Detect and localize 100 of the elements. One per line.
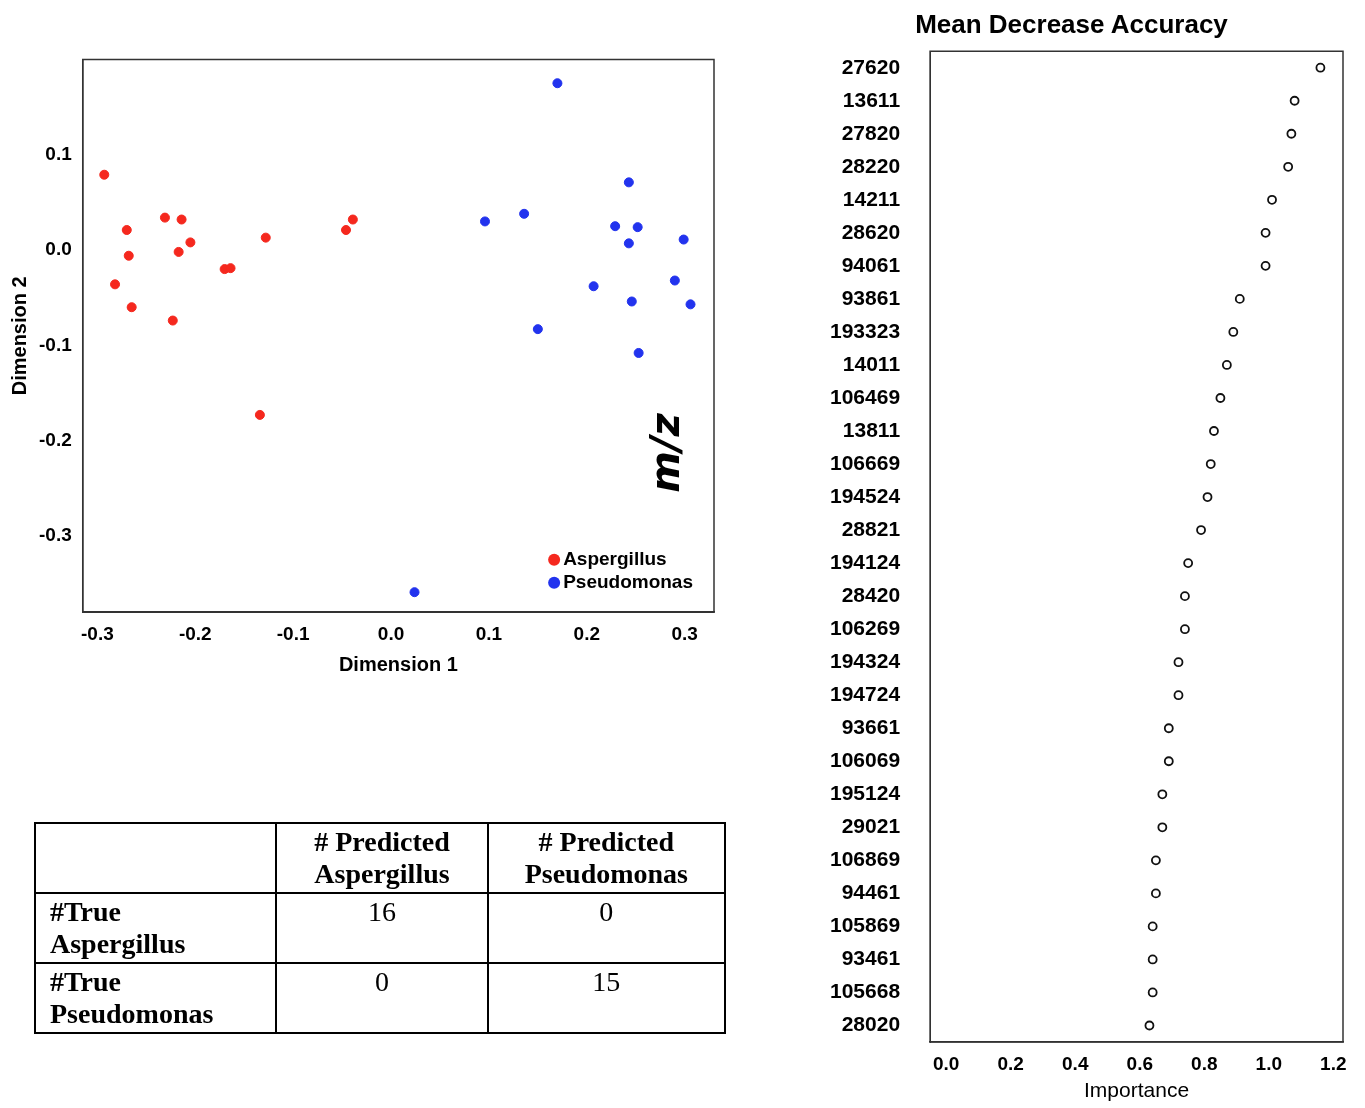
x-tick-label: 1.2 xyxy=(1320,1052,1347,1074)
y-tick-label: 193323 xyxy=(830,318,901,342)
point xyxy=(1157,789,1168,800)
y-tick-label: 13811 xyxy=(842,417,901,441)
point xyxy=(623,238,634,249)
y-tick-label: -0.2 xyxy=(38,428,72,450)
y-tick-label: 13611 xyxy=(842,87,901,111)
y-tick-label: 28020 xyxy=(841,1012,901,1036)
y-tick-label: 27820 xyxy=(841,120,901,144)
y-axis-title: m/z xyxy=(641,413,688,493)
x-axis-title: Importance xyxy=(1084,1078,1190,1102)
point xyxy=(623,177,634,188)
x-tick-label: 0.0 xyxy=(377,622,405,644)
point xyxy=(678,234,689,245)
data-label: 0 xyxy=(487,893,725,963)
y-tick-label: 106069 xyxy=(830,748,901,772)
x-tick-label: 0.0 xyxy=(932,1052,960,1074)
y-tick-label: 194124 xyxy=(830,549,901,573)
point xyxy=(1150,855,1161,866)
point xyxy=(610,221,621,232)
y-tick-label: 106669 xyxy=(830,450,901,474)
point xyxy=(409,587,420,598)
x-tick-label: -0.2 xyxy=(178,622,212,644)
y-tick-label: 93461 xyxy=(841,946,901,970)
y-tick-label: 105869 xyxy=(830,913,901,937)
point xyxy=(1202,492,1213,502)
x-tick-label: 0.3 xyxy=(671,622,698,644)
point xyxy=(1150,888,1161,899)
point xyxy=(1286,128,1297,139)
legend-label: Aspergillus xyxy=(563,547,667,569)
y-tick-label: #True Pseudomonas xyxy=(35,963,277,1033)
point xyxy=(633,347,644,358)
data-label: 16 xyxy=(276,893,488,963)
point xyxy=(341,225,352,236)
x-axis-title: Dimension 1 xyxy=(338,652,458,675)
point xyxy=(1180,624,1190,635)
chart-title: Mean Decrease Accuracy xyxy=(915,8,1229,39)
point xyxy=(1183,558,1194,569)
y-tick-label: 28821 xyxy=(841,516,901,540)
x-tick-label: -0.3 xyxy=(81,622,114,644)
point xyxy=(123,250,134,261)
point xyxy=(669,275,680,286)
point xyxy=(1147,954,1158,965)
y-tick-label: 0.1 xyxy=(45,142,73,164)
x-tick-label: 0.2 xyxy=(997,1052,1024,1074)
point xyxy=(1173,657,1184,668)
point xyxy=(347,214,358,225)
point xyxy=(1228,327,1239,337)
point xyxy=(126,302,137,313)
point xyxy=(532,324,543,335)
point xyxy=(479,216,490,227)
point xyxy=(176,214,187,225)
point xyxy=(260,232,271,243)
y-tick-label: 106869 xyxy=(830,847,901,871)
x-tick-label: 0.4 xyxy=(1062,1052,1089,1074)
point xyxy=(1147,921,1158,932)
y-tick-label: 93661 xyxy=(841,715,901,739)
point xyxy=(110,279,121,290)
point xyxy=(1221,360,1232,370)
point xyxy=(1163,723,1174,734)
point xyxy=(626,296,637,307)
point xyxy=(1215,393,1226,403)
x-tick-label: 0.2 xyxy=(573,622,600,644)
x-tick-label: # Predicted Pseudomonas xyxy=(487,823,725,893)
data-label: 0 xyxy=(276,963,488,1033)
y-tick-label: 194524 xyxy=(830,483,901,507)
point xyxy=(167,315,178,326)
point xyxy=(1180,591,1190,602)
y-tick-label: 28620 xyxy=(841,219,901,243)
point xyxy=(1289,95,1300,106)
point xyxy=(685,299,696,310)
point xyxy=(1144,1020,1155,1031)
x-tick-label: 0.1 xyxy=(475,622,503,644)
x-tick-label: # Predicted Aspergillus xyxy=(276,823,488,893)
point xyxy=(1234,294,1245,304)
point xyxy=(159,212,170,223)
x-tick-label: 0.6 xyxy=(1126,1052,1153,1074)
y-tick-label: 194324 xyxy=(830,648,901,672)
point xyxy=(519,208,530,219)
point xyxy=(1260,260,1271,271)
y-tick-label: 93861 xyxy=(841,285,901,309)
x-tick-label: -0.1 xyxy=(276,622,310,644)
point xyxy=(1205,459,1216,469)
y-tick-label: 28220 xyxy=(841,153,901,177)
point xyxy=(1157,822,1168,833)
y-tick-label: 27620 xyxy=(841,54,901,78)
point xyxy=(632,222,643,233)
y-tick-label: 106269 xyxy=(830,615,901,639)
y-tick-label: -0.3 xyxy=(38,524,72,546)
y-tick-label: 195124 xyxy=(830,781,901,805)
y-tick-label: 29021 xyxy=(841,814,901,838)
point xyxy=(1283,161,1294,172)
y-tick-label: -0.1 xyxy=(38,333,73,355)
point xyxy=(185,237,196,248)
x-tick-label: 1.0 xyxy=(1255,1052,1283,1074)
point xyxy=(99,169,110,180)
point xyxy=(1209,426,1219,436)
y-tick-label: 106469 xyxy=(830,384,901,408)
data-label: 15 xyxy=(487,963,725,1033)
y-tick-label: 0.0 xyxy=(45,238,72,260)
